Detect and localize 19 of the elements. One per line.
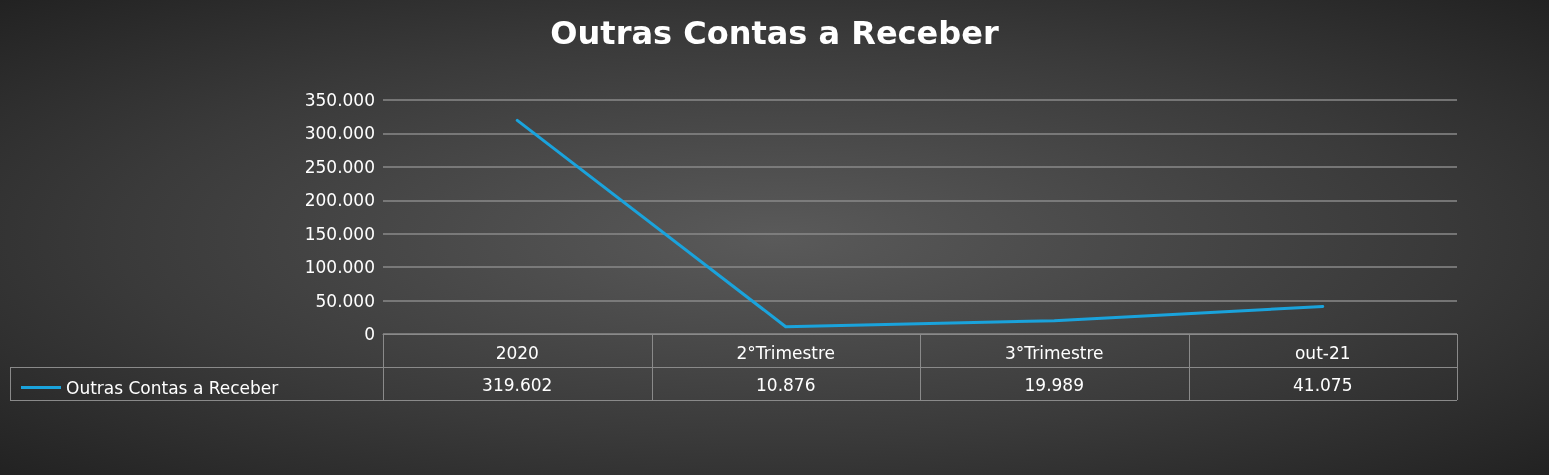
- data-label: 19.989: [1024, 375, 1084, 395]
- chart-title: Outras Contas a Receber: [550, 14, 999, 52]
- data-label: 41.075: [1293, 375, 1353, 395]
- y-tick-label: 250.000: [304, 156, 375, 177]
- y-tick-label: 200.000: [304, 190, 375, 211]
- x-tick-label: 3°Trimestre: [1004, 342, 1104, 363]
- y-tick-label: 100.000: [304, 257, 375, 278]
- legend-label: Outras Contas a Receber: [66, 377, 279, 398]
- x-tick-label: out-21: [1294, 342, 1351, 363]
- x-tick-label: 2020: [495, 342, 539, 363]
- y-tick-label: 350.000: [304, 90, 375, 110]
- y-tick-label: 150.000: [304, 223, 375, 244]
- y-tick-label: 300.000: [304, 123, 375, 144]
- y-tick-label: 50.000: [315, 290, 375, 311]
- data-label: 10.876: [756, 375, 816, 395]
- y-tick-label: 0: [364, 324, 375, 344]
- line-series: [515, 118, 1325, 329]
- data-label: 319.602: [482, 375, 553, 395]
- x-tick-label: 2°Trimestre: [736, 342, 836, 363]
